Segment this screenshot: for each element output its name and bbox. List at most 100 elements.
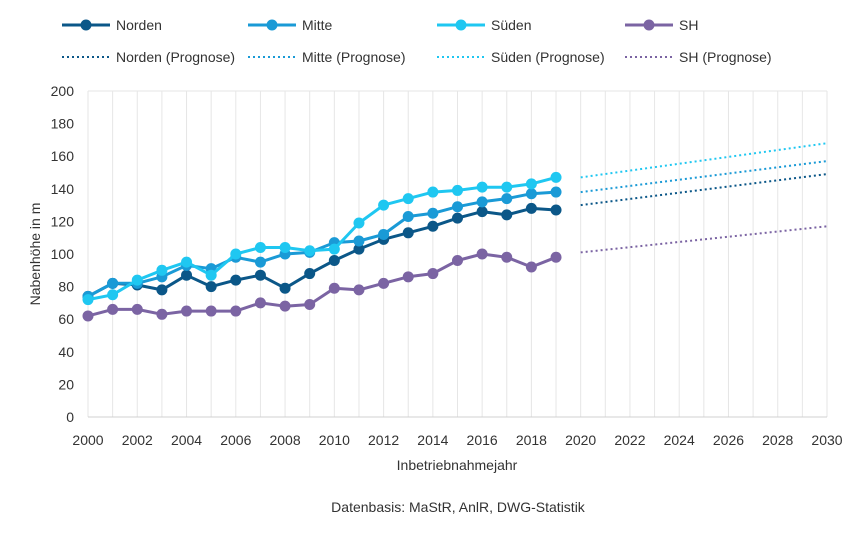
data-point-sh bbox=[131, 303, 143, 315]
data-point-sh bbox=[353, 284, 365, 296]
data-point-mitte bbox=[525, 188, 537, 200]
data-point-sh bbox=[181, 305, 193, 317]
legend-item-sh: SH bbox=[625, 17, 698, 33]
data-point-norden bbox=[525, 202, 537, 214]
series-line-sh bbox=[87, 252, 557, 318]
data-point-süden bbox=[254, 241, 266, 253]
data-point-norden bbox=[427, 220, 439, 232]
data-point-mitte bbox=[452, 201, 463, 213]
data-point-sh bbox=[230, 305, 242, 317]
data-point-mitte bbox=[501, 193, 513, 205]
y-tick-label: 120 bbox=[51, 213, 75, 229]
data-point-süden bbox=[378, 199, 390, 211]
legend-label: Mitte (Prognose) bbox=[302, 49, 405, 65]
x-tick-label: 2024 bbox=[664, 432, 695, 448]
x-tick-label: 2020 bbox=[565, 432, 596, 448]
x-tick-label: 2002 bbox=[122, 432, 153, 448]
x-tick-label: 2008 bbox=[269, 432, 300, 448]
data-point-sh bbox=[328, 282, 340, 294]
data-point-norden bbox=[476, 206, 488, 218]
data-point-sh bbox=[452, 255, 463, 267]
data-point-mitte bbox=[427, 207, 439, 219]
legend-item-norden-prognose: Norden (Prognose) bbox=[62, 49, 235, 65]
plot-area bbox=[82, 142, 828, 322]
series-line-norden-prognose bbox=[580, 173, 828, 207]
x-tick-label: 2000 bbox=[72, 432, 103, 448]
y-tick-label: 140 bbox=[51, 181, 75, 197]
data-point-mitte bbox=[378, 228, 390, 240]
legend-label: SH (Prognose) bbox=[679, 49, 772, 65]
data-point-süden bbox=[402, 193, 414, 205]
legend-label: Mitte bbox=[302, 17, 333, 33]
data-point-sh bbox=[156, 308, 168, 320]
legend-item-süden: Süden bbox=[437, 17, 531, 33]
x-tick-label: 2030 bbox=[811, 432, 842, 448]
data-point-süden bbox=[107, 289, 119, 301]
y-tick-label: 60 bbox=[58, 311, 74, 327]
data-point-süden bbox=[156, 264, 168, 276]
data-point-sh bbox=[82, 310, 94, 322]
data-point-norden bbox=[304, 268, 316, 280]
y-tick-label: 0 bbox=[66, 409, 74, 425]
legend-label: Süden (Prognose) bbox=[491, 49, 605, 65]
data-point-norden bbox=[205, 281, 217, 293]
x-tick-label: 2028 bbox=[762, 432, 793, 448]
data-point-norden bbox=[353, 243, 365, 255]
data-point-sh bbox=[427, 268, 439, 280]
y-tick-label: 20 bbox=[58, 376, 74, 392]
legend-item-mitte: Mitte bbox=[248, 17, 333, 33]
data-point-norden bbox=[452, 212, 463, 224]
data-point-norden bbox=[181, 269, 193, 281]
data-point-sh bbox=[378, 277, 390, 289]
x-tick-label: 2016 bbox=[467, 432, 498, 448]
data-point-sh bbox=[476, 248, 488, 260]
data-point-norden bbox=[254, 269, 266, 281]
y-tick-label: 180 bbox=[51, 116, 75, 132]
data-point-norden bbox=[156, 284, 168, 296]
data-point-süden bbox=[427, 186, 439, 198]
data-point-süden bbox=[181, 256, 193, 268]
data-point-mitte bbox=[550, 186, 562, 198]
y-tick-label: 160 bbox=[51, 148, 75, 164]
series-line-süden bbox=[87, 175, 557, 302]
series-line-mitte-prognose bbox=[580, 160, 828, 194]
data-point-norden bbox=[501, 209, 513, 221]
legend-label: SH bbox=[679, 17, 698, 33]
legend: Norden Mitte Süden SH Norden (Prognose) Mitte… bbox=[62, 17, 772, 65]
data-point-norden bbox=[328, 255, 340, 267]
data-point-süden bbox=[205, 269, 217, 281]
x-tick-label: 2006 bbox=[220, 432, 251, 448]
data-point-süden bbox=[131, 274, 143, 286]
data-point-mitte bbox=[107, 277, 119, 289]
source-note: Datenbasis: MaStR, AnlR, DWG-Statistik bbox=[331, 499, 586, 515]
x-tick-label: 2018 bbox=[516, 432, 547, 448]
data-point-süden bbox=[501, 181, 513, 193]
data-point-mitte bbox=[353, 235, 365, 247]
axes: 0 20 40 60 80 100 120 140 160 180 200 2000 2002 2004 2… bbox=[51, 83, 843, 448]
legend-label: Norden bbox=[116, 17, 162, 33]
legend-marker bbox=[80, 19, 92, 31]
data-point-sh bbox=[550, 251, 562, 263]
data-point-süden bbox=[452, 184, 463, 196]
x-tick-label: 2026 bbox=[713, 432, 744, 448]
y-tick-label: 40 bbox=[58, 344, 74, 360]
data-point-süden bbox=[328, 243, 340, 255]
x-tick-label: 2010 bbox=[319, 432, 350, 448]
data-point-sh bbox=[107, 303, 119, 315]
data-point-mitte bbox=[402, 211, 414, 223]
y-axis-label: Nabenhöhe in m bbox=[27, 203, 43, 306]
data-point-sh bbox=[205, 305, 217, 317]
legend-item-norden: Norden bbox=[62, 17, 162, 33]
data-point-norden bbox=[550, 204, 562, 216]
data-point-süden bbox=[476, 181, 488, 193]
data-point-sh bbox=[402, 271, 414, 283]
data-point-norden bbox=[279, 282, 291, 294]
series-line-sh-prognose bbox=[580, 225, 828, 254]
legend-marker bbox=[455, 19, 467, 31]
data-point-sh bbox=[254, 297, 266, 309]
legend-label: Süden bbox=[491, 17, 531, 33]
y-tick-label: 80 bbox=[58, 279, 74, 295]
x-tick-label: 2022 bbox=[614, 432, 645, 448]
legend-marker bbox=[643, 19, 655, 31]
